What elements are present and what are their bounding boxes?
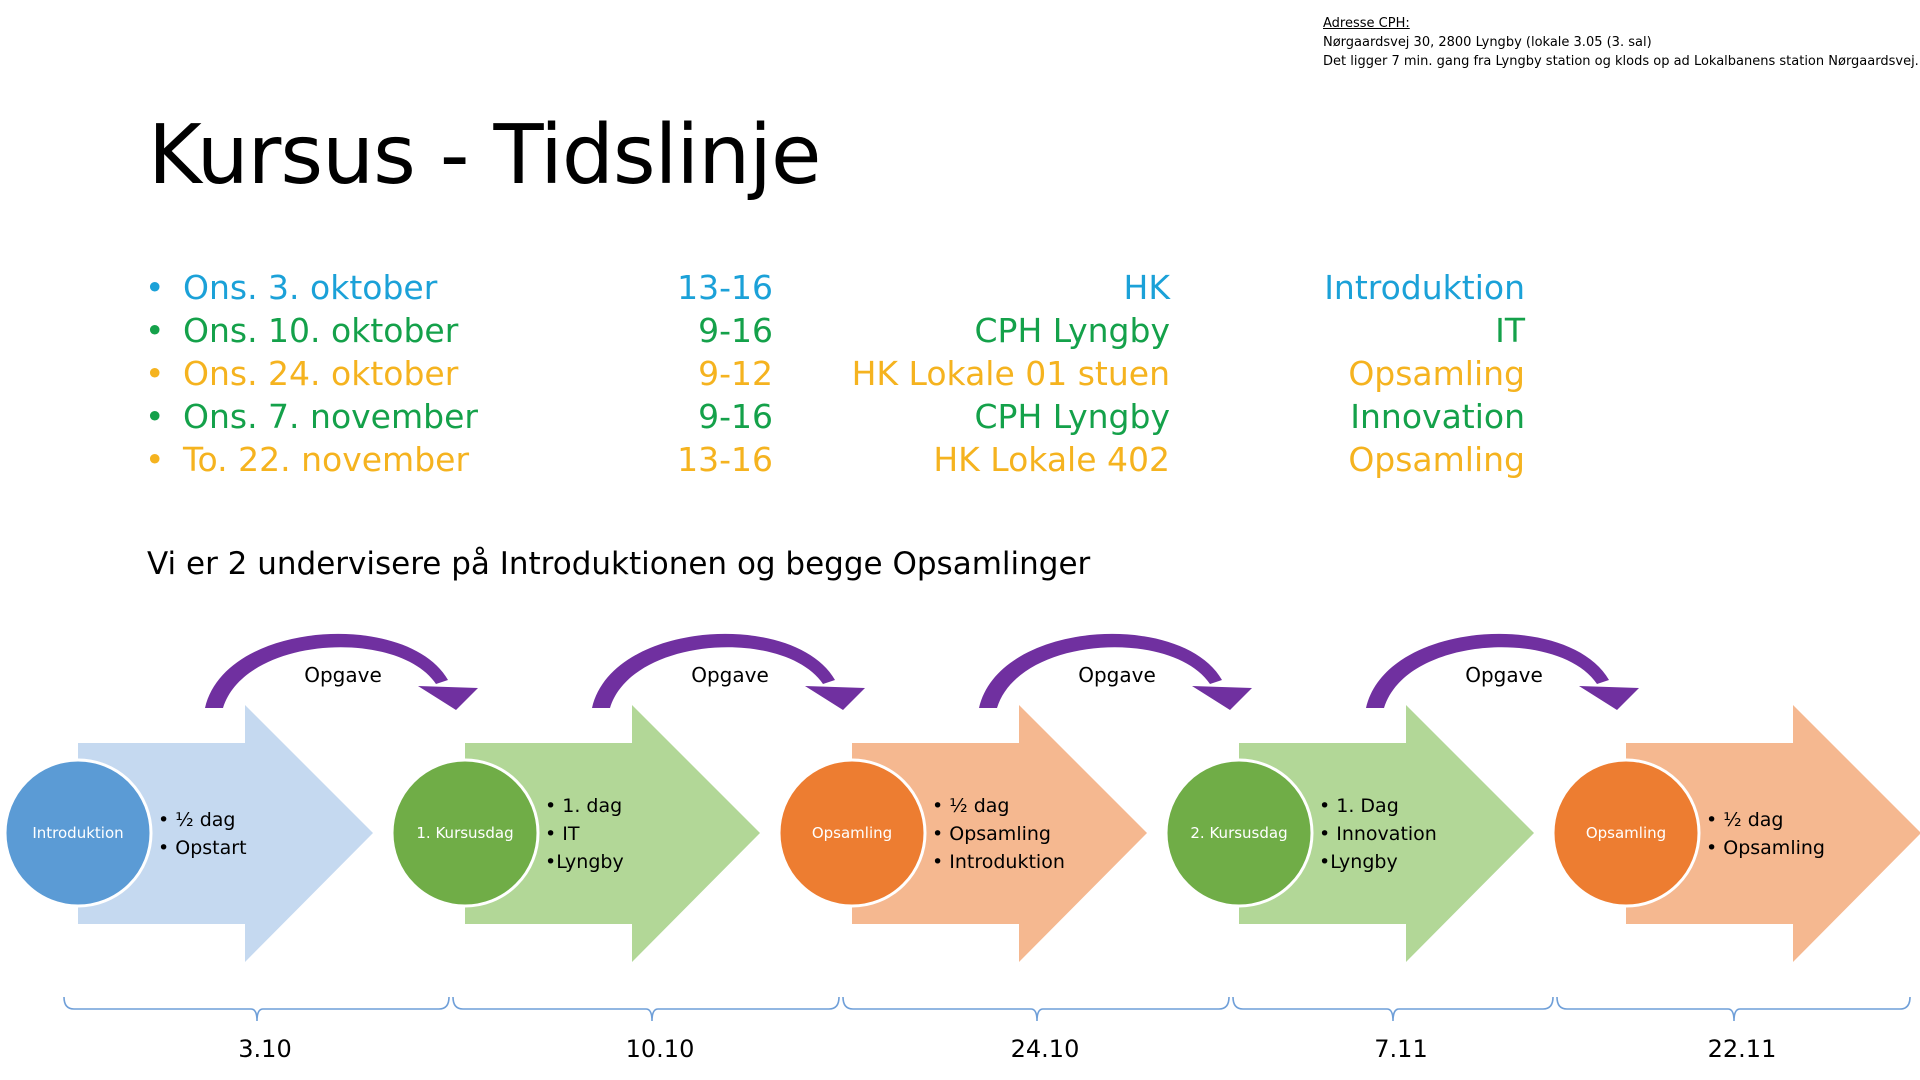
address-line-1: Nørgaardsvej 30, 2800 Lyngby (lokale 3.0… bbox=[1323, 35, 1652, 50]
timeline-date: 7.11 bbox=[1374, 1035, 1427, 1063]
page-title: Kursus - Tidslinje bbox=[148, 108, 821, 203]
timeline-date: 22.11 bbox=[1708, 1035, 1777, 1063]
stage-circle bbox=[1164, 758, 1314, 908]
schedule-row: • Ons. 24. oktober 9-12 HK Lokale 01 stu… bbox=[145, 354, 1525, 397]
timeline-bracket bbox=[63, 996, 450, 1022]
task-arrow bbox=[1366, 633, 1639, 710]
task-arrow bbox=[979, 633, 1252, 710]
schedule-time: 9-16 bbox=[698, 311, 773, 350]
bullet-icon: • bbox=[145, 311, 165, 350]
address-heading: Adresse CPH: bbox=[1323, 16, 1410, 31]
stage-circle-label: 1. Kursusdag bbox=[416, 824, 513, 842]
stage-arrow bbox=[465, 705, 760, 962]
task-arrow-label: Opgave bbox=[1078, 663, 1156, 687]
schedule-place: HK Lokale 01 stuen bbox=[851, 354, 1170, 393]
stage-bullet: •Lyngby bbox=[545, 851, 624, 873]
address-line-2: Det ligger 7 min. gang fra Lyngby statio… bbox=[1323, 54, 1919, 69]
schedule-topic: Introduktion bbox=[1324, 268, 1525, 307]
stage-circle-label: 2. Kursusdag bbox=[1190, 824, 1287, 842]
schedule-topic: IT bbox=[1495, 311, 1525, 350]
stage-circle-label: Introduktion bbox=[32, 824, 123, 842]
stage-bullet: • 1. dag bbox=[545, 795, 622, 817]
stage-arrow bbox=[852, 705, 1147, 962]
schedule-date: Ons. 10. oktober bbox=[183, 311, 459, 350]
bullet-icon: • bbox=[145, 440, 165, 479]
bullet-icon: • bbox=[145, 354, 165, 393]
schedule-topic: Opsamling bbox=[1348, 440, 1525, 479]
stage-bullet: • Opsamling bbox=[1706, 837, 1825, 859]
schedule-row: • To. 22. november 13-16 HK Lokale 402 O… bbox=[145, 440, 1525, 483]
schedule-topic: Opsamling bbox=[1348, 354, 1525, 393]
timeline-bracket bbox=[1232, 996, 1554, 1022]
bullet-icon: • bbox=[145, 268, 165, 307]
schedule-date: Ons. 24. oktober bbox=[183, 354, 459, 393]
task-arrow-head bbox=[1579, 686, 1639, 710]
timeline-bracket bbox=[842, 996, 1230, 1022]
stage-circle bbox=[390, 758, 540, 908]
stage-circle bbox=[1551, 758, 1701, 908]
task-arrow-label: Opgave bbox=[691, 663, 769, 687]
timeline-date: 24.10 bbox=[1011, 1035, 1080, 1063]
stage-bullet: • 1. Dag bbox=[1319, 795, 1399, 817]
schedule-place: HK Lokale 402 bbox=[933, 440, 1170, 479]
stage-bullet: • IT bbox=[545, 823, 580, 845]
task-arrow bbox=[592, 633, 865, 710]
schedule-row: • Ons. 10. oktober 9-16 CPH Lyngby IT bbox=[145, 311, 1525, 354]
stage-circle-label: Opsamling bbox=[812, 824, 892, 842]
stage-circle-label: Opsamling bbox=[1586, 824, 1666, 842]
task-arrow-head bbox=[1192, 686, 1252, 710]
task-arrow-band bbox=[979, 633, 1222, 708]
task-arrow-label: Opgave bbox=[1465, 663, 1543, 687]
task-arrow-band bbox=[205, 633, 448, 708]
schedule-row: • Ons. 3. oktober 13-16 HK Introduktion bbox=[145, 268, 1525, 311]
schedule-row: • Ons. 7. november 9-16 CPH Lyngby Innov… bbox=[145, 397, 1525, 440]
bullet-icon: • bbox=[145, 397, 165, 436]
schedule-list: • Ons. 3. oktober 13-16 HK Introduktion … bbox=[145, 268, 1525, 483]
schedule-time: 13-16 bbox=[677, 440, 773, 479]
schedule-time: 9-12 bbox=[698, 354, 773, 393]
schedule-topic: Innovation bbox=[1350, 397, 1525, 436]
schedule-time: 13-16 bbox=[677, 268, 773, 307]
teacher-note: Vi er 2 undervisere på Introduktionen og… bbox=[147, 546, 1091, 582]
task-arrow-head bbox=[418, 686, 478, 710]
task-arrow-label: Opgave bbox=[304, 663, 382, 687]
task-arrow-head bbox=[805, 686, 865, 710]
stage-arrow bbox=[78, 705, 373, 962]
schedule-place: CPH Lyngby bbox=[974, 397, 1170, 436]
schedule-place: CPH Lyngby bbox=[974, 311, 1170, 350]
stage-bullet: • Opstart bbox=[158, 837, 247, 859]
schedule-date: Ons. 7. november bbox=[183, 397, 478, 436]
stage-bullet: • Introduktion bbox=[932, 851, 1065, 873]
stage-circle bbox=[777, 758, 927, 908]
timeline-bracket bbox=[452, 996, 840, 1022]
task-arrow bbox=[205, 633, 478, 710]
schedule-time: 9-16 bbox=[698, 397, 773, 436]
address-block: Adresse CPH: Nørgaardsvej 30, 2800 Lyngb… bbox=[1323, 14, 1919, 71]
schedule-place: HK bbox=[1123, 268, 1170, 307]
stage-bullet: •Lyngby bbox=[1319, 851, 1398, 873]
stage-bullet: • ½ dag bbox=[158, 809, 235, 831]
timeline-date: 10.10 bbox=[626, 1035, 695, 1063]
stage-arrow bbox=[1239, 705, 1534, 962]
stage-bullet: • ½ dag bbox=[932, 795, 1009, 817]
timeline-bracket bbox=[1556, 996, 1911, 1022]
stage-bullet: • Innovation bbox=[1319, 823, 1437, 845]
stage-circle bbox=[3, 758, 153, 908]
schedule-date: To. 22. november bbox=[183, 440, 470, 479]
task-arrow-band bbox=[592, 633, 835, 708]
stage-bullet: • Opsamling bbox=[932, 823, 1051, 845]
stage-arrow bbox=[1626, 705, 1920, 962]
task-arrow-band bbox=[1366, 633, 1609, 708]
schedule-date: Ons. 3. oktober bbox=[183, 268, 438, 307]
timeline-date: 3.10 bbox=[238, 1035, 291, 1063]
stage-bullet: • ½ dag bbox=[1706, 809, 1783, 831]
